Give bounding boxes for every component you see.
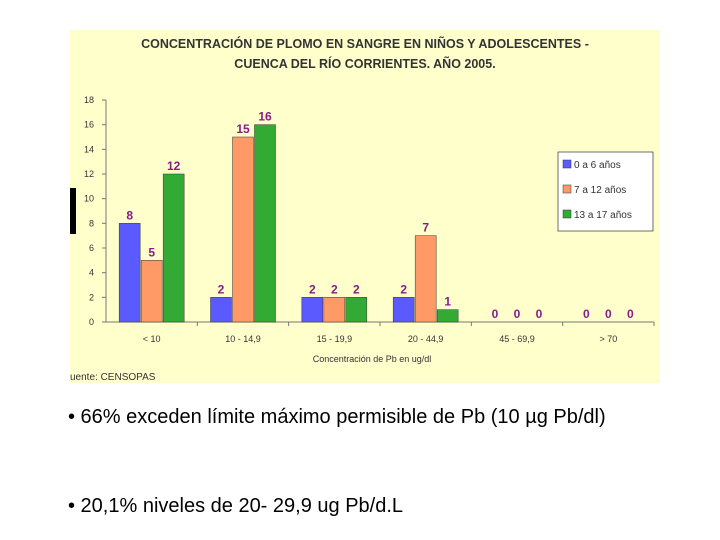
- chart-panel: CONCENTRACIÓN DE PLOMO EN SANGRE EN NIÑO…: [70, 30, 660, 383]
- data-label: 2: [400, 282, 407, 296]
- y-tick-label: 12: [84, 169, 94, 179]
- bar: [210, 297, 232, 323]
- y-tick-label: 4: [89, 268, 94, 278]
- bar: [436, 309, 459, 323]
- bullet-text-2: • 20,1% niveles de 20- 29,9 ug Pb/d.L: [68, 495, 404, 517]
- data-label: 2: [331, 282, 338, 296]
- chart-title-line-1: CONCENTRACIÓN DE PLOMO EN SANGRE EN NIÑO…: [141, 36, 589, 51]
- y-tick-label: 6: [89, 243, 94, 253]
- y-tick-label: 10: [84, 194, 94, 204]
- left-marker-bar: [70, 188, 76, 234]
- bar: [301, 297, 324, 323]
- y-tick-label: 0: [89, 317, 94, 327]
- data-label: 5: [148, 245, 155, 259]
- data-label: 0: [492, 307, 499, 321]
- data-label: 15: [236, 122, 250, 136]
- chart-title-line-2: CUENCA DEL RÍO CORRIENTES. AÑO 2005.: [234, 56, 495, 71]
- legend-label: 0 a 6 años: [574, 160, 621, 171]
- legend-swatch: [562, 209, 572, 219]
- x-tick-label: > 70: [599, 334, 617, 344]
- y-tick-label: 2: [89, 292, 94, 302]
- legend-label: 7 a 12 años: [574, 185, 626, 196]
- x-axis-label: Concentración de Pb en ug/dl: [313, 354, 432, 364]
- x-tick-label: 45 - 69,9: [499, 334, 535, 344]
- bullet-text-1: • 66% exceden límite máximo permisible d…: [68, 406, 606, 428]
- data-label: 1: [444, 295, 451, 309]
- data-label: 8: [126, 208, 133, 222]
- x-tick-label: 10 - 14,9: [225, 334, 261, 344]
- legend-label: 13 a 17 años: [574, 210, 632, 221]
- data-label: 0: [536, 307, 543, 321]
- bar: [232, 136, 254, 323]
- x-tick-label: 20 - 44,9: [408, 334, 444, 344]
- bar: [118, 223, 141, 323]
- y-tick-label: 16: [84, 120, 94, 130]
- y-tick-label: 18: [84, 95, 94, 105]
- bar: [162, 173, 185, 323]
- bar: [254, 124, 276, 323]
- y-tick-label: 14: [84, 144, 94, 154]
- data-label: 2: [353, 282, 360, 296]
- data-label: 2: [309, 282, 316, 296]
- data-label: 0: [514, 307, 521, 321]
- data-label: 7: [422, 221, 429, 235]
- bar: [345, 297, 368, 323]
- x-tick-label: 15 - 19,9: [317, 334, 353, 344]
- data-label: 2: [218, 282, 225, 296]
- bar: [414, 235, 437, 323]
- x-tick-label: < 10: [143, 334, 161, 344]
- data-label: 12: [167, 159, 181, 173]
- source-note: uente: CENSOPAS: [70, 372, 156, 383]
- data-label: 0: [627, 307, 634, 321]
- data-label: 0: [605, 307, 612, 321]
- data-label: 0: [583, 307, 590, 321]
- y-tick-label: 8: [89, 218, 94, 228]
- bar-chart: CONCENTRACIÓN DE PLOMO EN SANGRE EN NIÑO…: [70, 36, 655, 383]
- legend-swatch: [562, 184, 572, 194]
- bar: [392, 297, 415, 323]
- bar: [140, 260, 163, 323]
- bar: [323, 297, 346, 323]
- legend-swatch: [562, 159, 572, 169]
- legend-box: [557, 151, 654, 232]
- data-label: 16: [258, 110, 272, 124]
